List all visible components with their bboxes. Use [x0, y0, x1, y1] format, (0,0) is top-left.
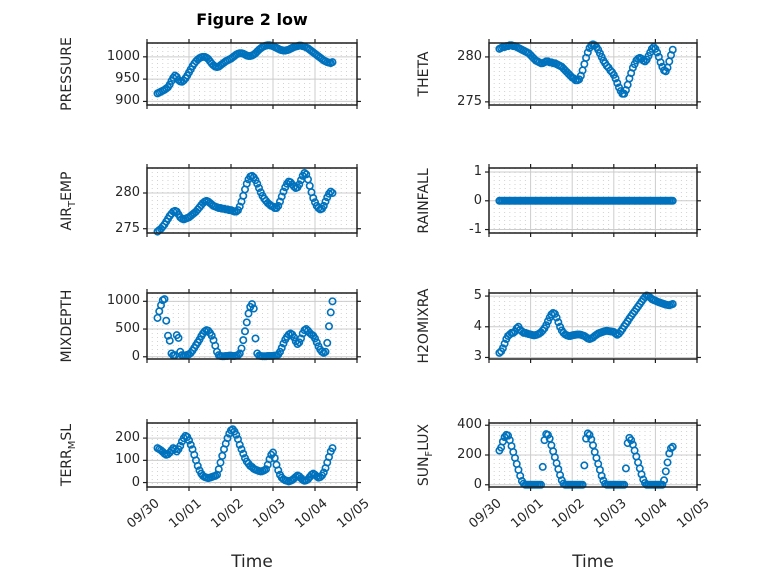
subplot-airtemp	[143, 164, 361, 237]
x-tick-label: 10/02	[208, 496, 247, 532]
y-tick-label: -1	[469, 221, 482, 237]
scatter-markers	[153, 295, 337, 361]
tick-marks	[485, 289, 701, 363]
scatter-markers	[495, 429, 677, 489]
y-tick-label: 100	[115, 452, 140, 468]
y-tick-label: 200	[115, 430, 140, 446]
major-grid	[489, 43, 697, 105]
subplot-mixdepth	[143, 289, 361, 363]
axes-box	[146, 292, 358, 360]
scatter-markers	[153, 41, 337, 98]
y-tick-label: 400	[457, 417, 482, 433]
y-tick-label: 280	[457, 48, 482, 64]
y-tick-label: 4	[473, 318, 482, 334]
y-tick-label: 200	[457, 447, 482, 462]
x-tick-label: 10/02	[549, 496, 588, 532]
axes-box	[146, 167, 358, 234]
x-tick-label: 10/01	[507, 496, 547, 532]
x-tick-label: 10/04	[632, 496, 672, 532]
x-tick-label: 10/01	[166, 496, 205, 532]
scatter-markers	[495, 40, 677, 98]
axes-box	[146, 422, 358, 488]
axes-box	[488, 292, 698, 360]
axes-box	[488, 42, 698, 106]
y-tick-label: 950	[115, 71, 140, 87]
y-tick-label: 500	[115, 321, 140, 337]
subplot-h2omixra	[485, 289, 701, 363]
y-tick-label: 3	[473, 349, 482, 365]
y-tick-label: 0	[131, 348, 140, 364]
subplot-rainfall	[485, 164, 701, 237]
scatter-markers	[495, 291, 677, 357]
x-axis-label-right: Time	[572, 552, 614, 572]
y-tick-label: 900	[115, 93, 140, 109]
subplot-sunflux	[485, 419, 701, 491]
tick-marks	[143, 419, 361, 491]
y-tick-label: 5	[473, 288, 482, 304]
figure-title: Figure 2 low	[196, 10, 308, 29]
y-tick-label: 1	[473, 164, 482, 180]
x-tick-label: 10/03	[591, 496, 630, 532]
y-tick-label: 275	[457, 93, 482, 109]
y-tick-label: 0	[473, 192, 482, 208]
tick-marks	[485, 164, 701, 237]
y-tick-label: 280	[115, 185, 140, 200]
y-tick-label: 0	[131, 474, 140, 490]
y-tick-label: 275	[115, 220, 140, 236]
y-axis-label-terrmsl: TERRMSL	[59, 423, 78, 487]
scatter-markers	[153, 169, 337, 236]
x-tick-label: 10/04	[292, 496, 331, 532]
y-tick-label: 0	[473, 476, 482, 492]
subplot-terrmsl	[143, 419, 361, 491]
x-tick-label: 10/05	[674, 496, 713, 532]
subplot-pressure	[143, 39, 361, 109]
axes-box	[146, 42, 358, 106]
x-tick-label: 10/05	[334, 496, 373, 532]
scatter-markers	[153, 425, 337, 486]
x-tick-label: 10/03	[250, 496, 289, 532]
tick-marks	[485, 39, 701, 109]
x-tick-label: 09/30	[124, 496, 163, 532]
major-grid	[489, 423, 697, 487]
x-axis-label-left: Time	[231, 552, 273, 572]
tick-marks	[143, 39, 361, 109]
tick-marks	[485, 419, 701, 491]
x-tick-label: 09/30	[466, 496, 505, 532]
tick-marks	[143, 164, 361, 237]
scatter-markers	[495, 196, 677, 205]
tick-marks	[143, 289, 361, 363]
y-tick-label: 1000	[106, 293, 140, 309]
subplot-theta	[485, 39, 701, 109]
y-tick-label: 1000	[106, 48, 140, 64]
